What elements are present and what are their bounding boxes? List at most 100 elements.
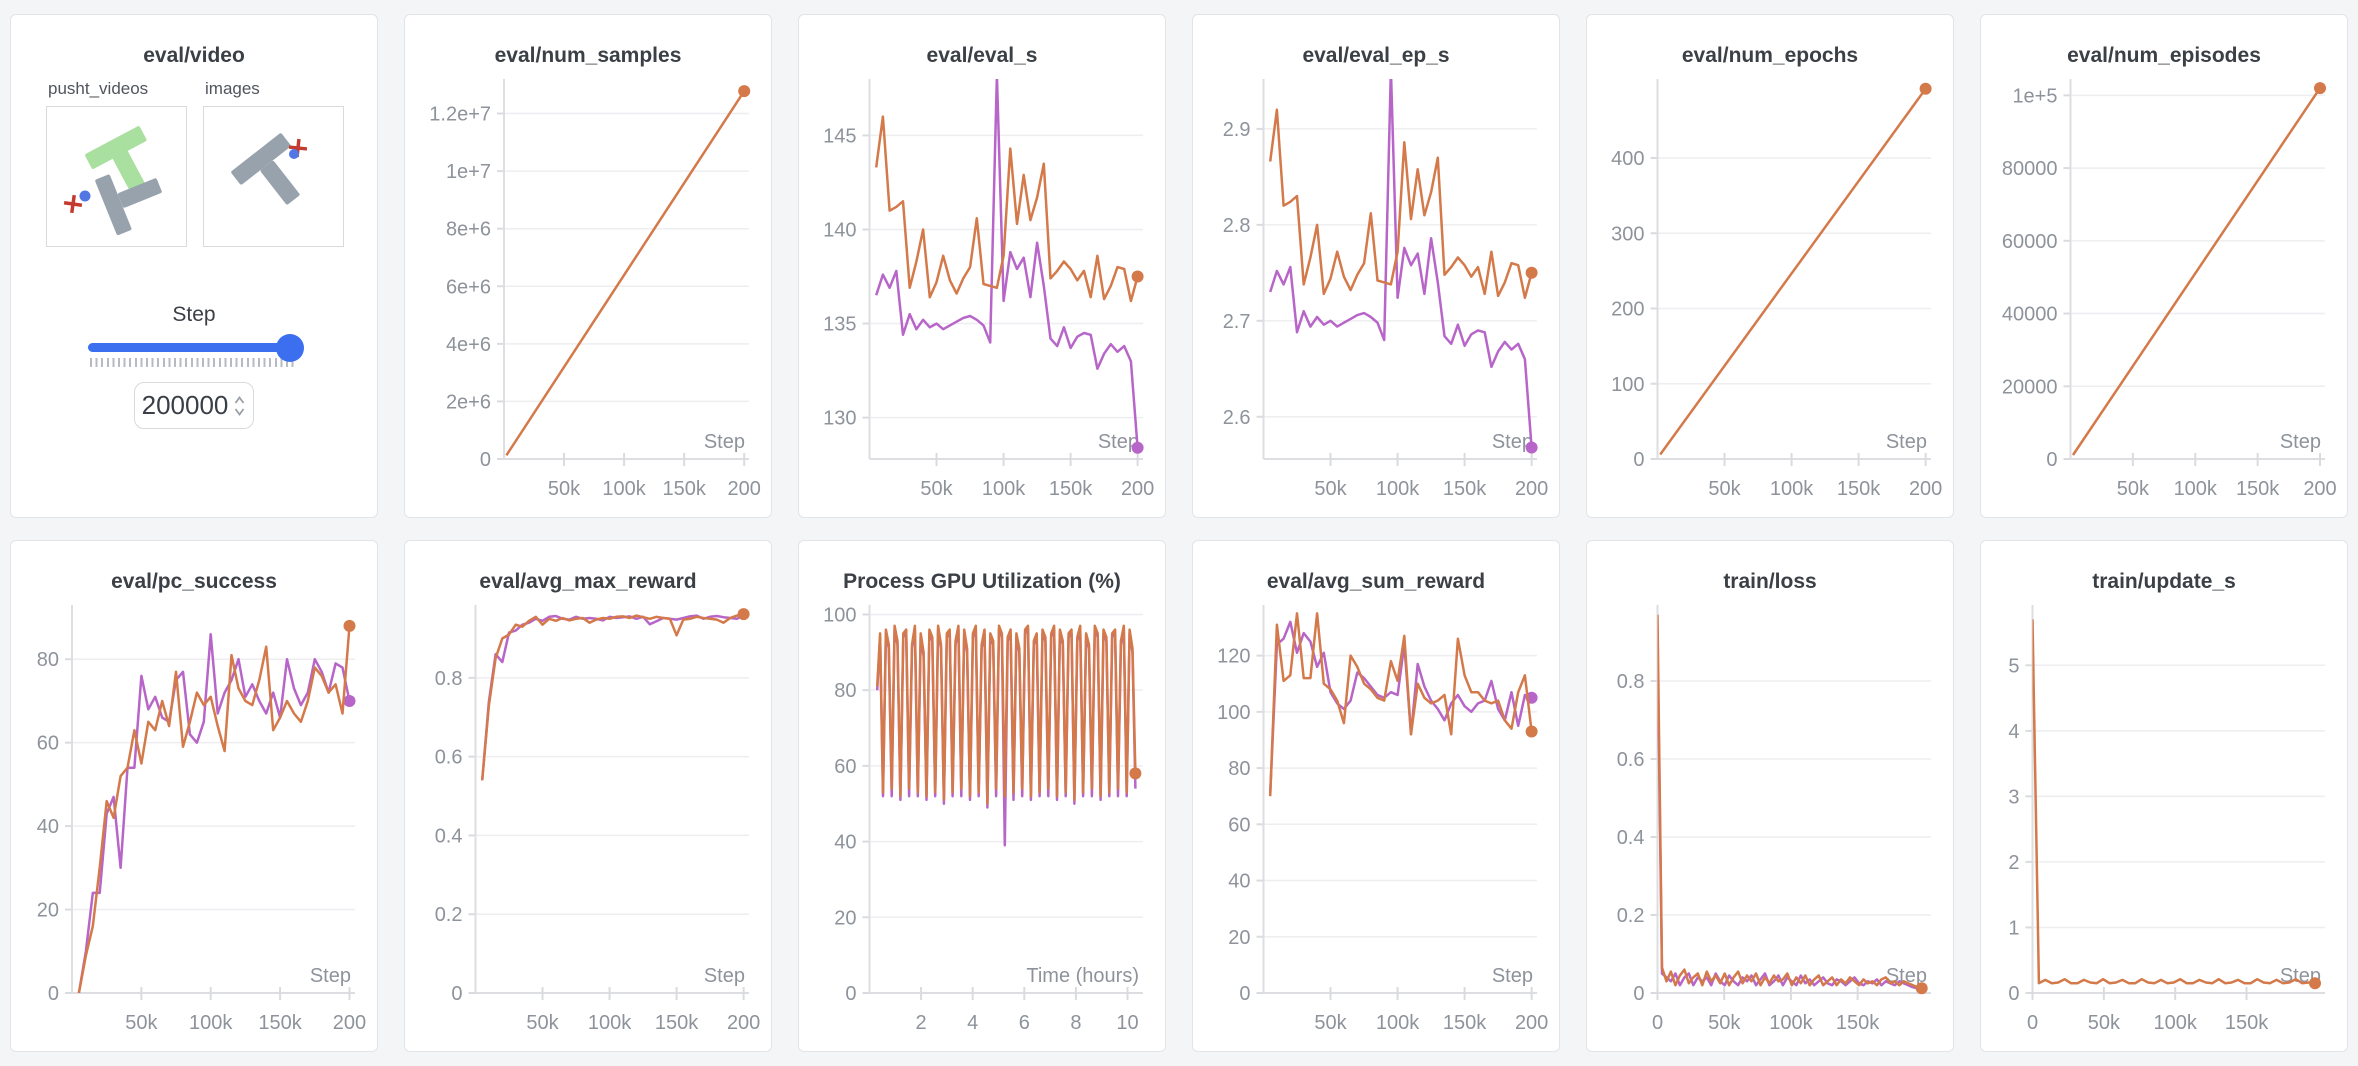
panel-eval-num-epochs: eval/num_epochs 0 100 200 300 400 50k 100k 150k… [1586,14,1954,518]
svg-text:80: 80 [37,649,59,671]
svg-text:200: 200 [2303,478,2336,500]
svg-text:4: 4 [967,1012,978,1034]
svg-text:Step: Step [704,431,745,453]
svg-text:0.6: 0.6 [1617,749,1645,771]
svg-text:150k: 150k [2236,478,2280,500]
line-chart-train-update-s[interactable]: 0 1 2 3 4 5 0 50k 100k 150k Step [1987,597,2341,1051]
svg-text:0: 0 [48,983,59,1005]
svg-text:50k: 50k [1708,478,1741,500]
svg-text:140: 140 [823,219,856,241]
media-label: pusht_videos [48,79,149,98]
svg-text:100k: 100k [1376,478,1420,500]
step-slider[interactable] [88,333,304,367]
svg-text:0.4: 0.4 [1617,827,1645,849]
svg-text:20: 20 [37,900,59,922]
line-chart-eval-s[interactable]: 130 135 140 145 50k 100k 150k 200 Step [805,71,1159,517]
svg-text:Step: Step [1886,431,1927,453]
svg-text:Step: Step [1492,965,1533,987]
svg-text:60000: 60000 [2002,231,2058,253]
svg-text:60: 60 [37,733,59,755]
svg-text:Step: Step [2280,431,2321,453]
line-chart-num-epochs[interactable]: 0 100 200 300 400 50k 100k 150k 200 Step [1593,71,1947,517]
stepper-arrows-icon[interactable] [233,393,246,419]
panel-eval-avg-max-reward: eval/avg_max_reward 0 0.2 0.4 0.6 0.8 50k 100k… [404,540,772,1052]
svg-text:50k: 50k [2117,478,2150,500]
svg-text:50k: 50k [548,478,581,500]
slider-thumb[interactable] [276,333,304,362]
svg-text:100k: 100k [982,478,1026,500]
panel-eval-pc-success: eval/pc_success 0 20 40 60 80 50k 100k 150k 200 S… [10,540,378,1052]
svg-text:0: 0 [1652,1012,1663,1034]
svg-text:200: 200 [1515,1012,1548,1034]
svg-text:150k: 150k [1443,1012,1487,1034]
svg-text:200: 200 [1515,478,1548,500]
svg-text:400: 400 [1611,148,1644,170]
video-thumbnail-pusht[interactable] [46,106,187,247]
svg-text:2: 2 [2008,852,2019,874]
svg-text:4: 4 [2008,721,2019,743]
svg-text:120: 120 [1217,646,1250,668]
chart-title: train/update_s [2092,570,2236,593]
svg-text:2.7: 2.7 [1223,311,1251,333]
svg-text:0: 0 [451,983,462,1005]
step-input[interactable]: 200000 [134,382,254,429]
svg-text:2: 2 [916,1012,927,1034]
svg-text:150k: 150k [1049,478,1093,500]
pusht-image-frame-icon [231,133,308,205]
svg-text:300: 300 [1611,223,1644,245]
line-chart-train-loss[interactable]: 0 0.2 0.4 0.6 0.8 0 50k 100k 150k Step [1593,597,1947,1051]
svg-text:Step: Step [704,965,745,987]
svg-text:Step: Step [310,965,351,987]
chart-title: eval/num_episodes [2067,44,2261,67]
svg-text:1: 1 [2008,917,2019,939]
panel-eval-eval-ep-s: eval/eval_ep_s 2.6 2.7 2.8 2.9 50k 100k 150k 20… [1192,14,1560,518]
panel-gpu-utilization: Process GPU Utilization (%) 0 20 40 60 80 100… [798,540,1166,1052]
svg-text:100k: 100k [588,1012,632,1034]
svg-text:0: 0 [480,449,491,471]
line-chart-num-episodes[interactable]: 0 20000 40000 60000 80000 1e+5 50k 100k 150k 200 S… [1987,71,2341,517]
image-thumbnail[interactable] [203,106,344,247]
line-chart-num-samples[interactable]: 0 2e+6 4e+6 6e+6 8e+6 1e+7 1.2e+7 50k 100k 150k 20… [411,71,765,517]
svg-text:100k: 100k [1769,1012,1813,1034]
svg-text:0.2: 0.2 [435,904,463,926]
svg-text:100k: 100k [1770,478,1814,500]
svg-text:50k: 50k [1708,1012,1741,1034]
svg-text:20000: 20000 [2002,376,2058,398]
svg-text:2e+6: 2e+6 [446,391,491,413]
svg-text:145: 145 [823,125,856,147]
svg-text:50k: 50k [2088,1012,2121,1034]
svg-text:1e+7: 1e+7 [446,161,491,183]
svg-text:200: 200 [333,1012,366,1034]
svg-text:8e+6: 8e+6 [446,219,491,241]
line-chart-gpu-utilization[interactable]: 0 20 40 60 80 100 2 4 6 8 10 Time (hours) [805,597,1159,1051]
slider-track[interactable] [88,333,304,362]
svg-text:50k: 50k [1314,478,1347,500]
panel-title: eval/video [143,44,245,67]
svg-text:50k: 50k [526,1012,559,1034]
svg-text:150k: 150k [1443,478,1487,500]
svg-text:100k: 100k [1376,1012,1420,1034]
goal-cross-icon [63,194,83,214]
svg-text:100k: 100k [602,478,646,500]
svg-text:80000: 80000 [2002,158,2058,180]
step-input-value[interactable]: 200000 [141,390,229,420]
svg-text:50k: 50k [1314,1012,1347,1034]
svg-text:100: 100 [1217,702,1250,724]
line-chart-avg-max-reward[interactable]: 0 0.2 0.4 0.6 0.8 50k 100k 150k 200 Step [411,597,765,1051]
svg-text:135: 135 [823,314,856,336]
line-chart-pc-success[interactable]: 0 20 40 60 80 50k 100k 150k 200 Step [17,597,371,1051]
panel-eval-num-episodes: eval/num_episodes 0 20000 40000 60000 80000 1… [1980,14,2348,518]
chart-title: eval/avg_sum_reward [1266,570,1486,593]
panel-train-update-s: train/update_s 0 1 2 3 4 5 0 50k 100k 150k Step [1980,540,2348,1052]
svg-text:100k: 100k [2174,478,2218,500]
media-images: images [203,79,344,247]
svg-text:50k: 50k [920,478,953,500]
panel-eval-eval-s: eval/eval_s 130 135 140 145 50k 100k 150k 200 St… [798,14,1166,518]
svg-text:4e+6: 4e+6 [446,334,491,356]
svg-text:0.6: 0.6 [435,747,463,769]
svg-text:100k: 100k [2153,1012,2197,1034]
line-chart-avg-sum-reward[interactable]: 0 20 40 60 80 100 120 50k 100k 150k 200 Step [1199,597,1553,1051]
svg-text:0: 0 [2027,1012,2038,1034]
line-chart-eval-ep-s[interactable]: 2.6 2.7 2.8 2.9 50k 100k 150k 200 Step [1199,71,1553,517]
